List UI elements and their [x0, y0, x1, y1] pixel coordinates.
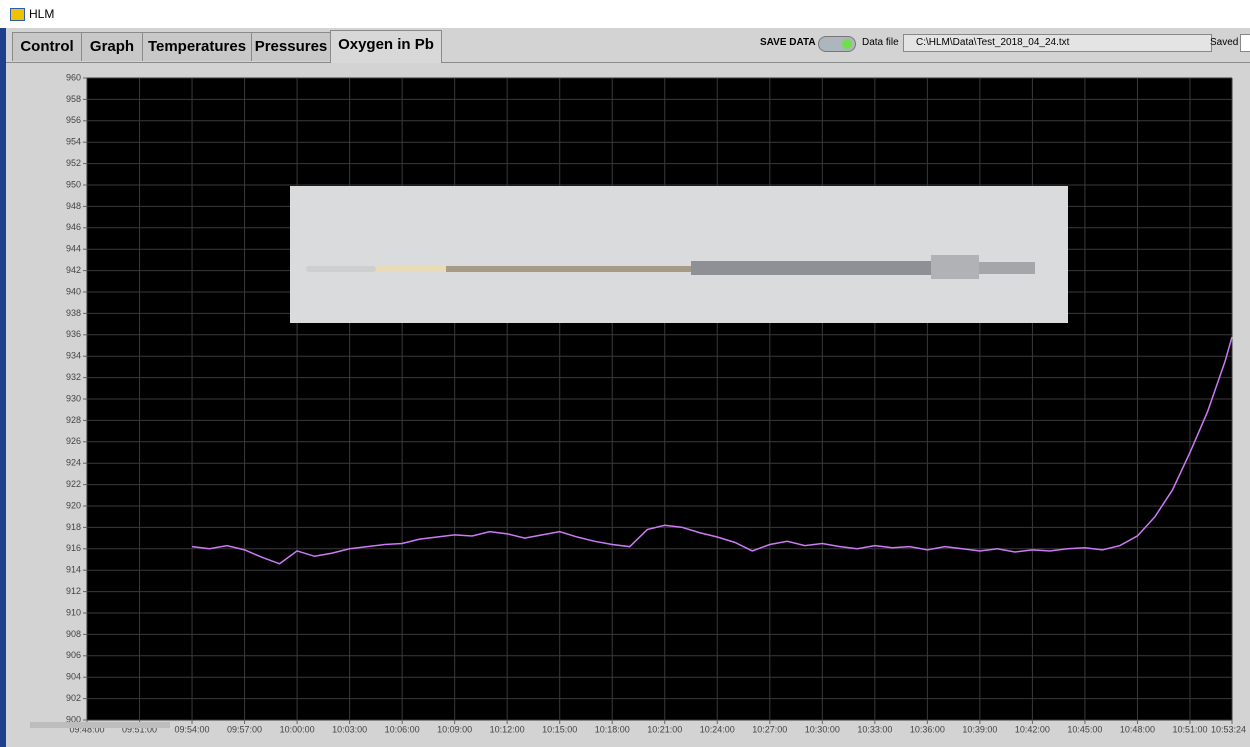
y-tick-label: 938 — [66, 308, 81, 318]
y-tick-label: 956 — [66, 115, 81, 125]
y-tick-label: 950 — [66, 179, 81, 189]
y-tick-label: 928 — [66, 415, 81, 425]
y-tick-label: 952 — [66, 158, 81, 168]
y-tick-label: 936 — [66, 329, 81, 339]
y-tick-label: 902 — [66, 693, 81, 703]
chart: 9009029049069089109129149169189209229249… — [0, 63, 1250, 747]
data-file-label: Data file — [862, 37, 899, 48]
y-tick-label: 922 — [66, 479, 81, 489]
y-tick-label: 906 — [66, 650, 81, 660]
y-tick-label: 916 — [66, 543, 81, 553]
saved-indicator — [1240, 34, 1250, 52]
x-tick-label: 10:53:24 — [1211, 724, 1246, 734]
x-tick-label: 10:06:00 — [385, 724, 420, 734]
tab[interactable]: Control — [12, 32, 82, 61]
y-tick-label: 924 — [66, 458, 81, 468]
x-tick-label: 09:54:00 — [175, 724, 210, 734]
x-tick-label: 10:24:00 — [700, 724, 735, 734]
y-tick-label: 904 — [66, 672, 81, 682]
y-tick-label: 926 — [66, 436, 81, 446]
y-tick-label: 932 — [66, 372, 81, 382]
window-title: HLM — [29, 7, 54, 21]
y-tick-label: 944 — [66, 244, 81, 254]
tab-selected[interactable]: Oxygen in Pb — [330, 30, 442, 63]
x-tick-label: 10:03:00 — [332, 724, 367, 734]
y-tick-label: 946 — [66, 222, 81, 232]
tab[interactable]: Temperatures — [142, 32, 252, 61]
tab[interactable]: Pressures — [251, 32, 331, 61]
app-icon — [10, 8, 25, 21]
x-tick-label: 10:00:00 — [280, 724, 315, 734]
x-tick-label: 10:21:00 — [647, 724, 682, 734]
y-tick-label: 912 — [66, 586, 81, 596]
x-tick-label: 10:33:00 — [857, 724, 892, 734]
y-tick-label: 954 — [66, 137, 81, 147]
y-tick-label: 934 — [66, 351, 81, 361]
y-tick-label: 920 — [66, 500, 81, 510]
scrollbar[interactable] — [30, 722, 170, 728]
y-tick-label: 958 — [66, 94, 81, 104]
x-tick-label: 10:18:00 — [595, 724, 630, 734]
x-tick-label: 09:57:00 — [227, 724, 262, 734]
y-tick-label: 940 — [66, 286, 81, 296]
y-tick-label: 942 — [66, 265, 81, 275]
x-tick-label: 10:12:00 — [490, 724, 525, 734]
x-tick-label: 10:42:00 — [1015, 724, 1050, 734]
x-tick-label: 10:39:00 — [962, 724, 997, 734]
x-tick-label: 10:48:00 — [1120, 724, 1155, 734]
x-tick-label: 10:09:00 — [437, 724, 472, 734]
x-tick-label: 10:51:00 — [1172, 724, 1207, 734]
y-tick-label: 948 — [66, 201, 81, 211]
saved-label: Saved — [1210, 37, 1238, 48]
y-tick-label: 914 — [66, 565, 81, 575]
x-tick-label: 10:36:00 — [910, 724, 945, 734]
data-file-path[interactable]: C:\HLM\Data\Test_2018_04_24.txt — [903, 34, 1212, 52]
y-tick-label: 908 — [66, 629, 81, 639]
x-tick-label: 10:30:00 — [805, 724, 840, 734]
y-tick-label: 918 — [66, 522, 81, 532]
tab[interactable]: Graph — [81, 32, 143, 61]
save-data-label: SAVE DATA — [760, 37, 816, 48]
y-tick-label: 930 — [66, 393, 81, 403]
save-data-toggle[interactable] — [818, 36, 856, 52]
x-tick-label: 10:15:00 — [542, 724, 577, 734]
window: HLM Control Graph Temperatures Pressures… — [0, 0, 1250, 747]
x-tick-label: 10:27:00 — [752, 724, 787, 734]
x-tick-label: 10:45:00 — [1067, 724, 1102, 734]
y-tick-label: 910 — [66, 607, 81, 617]
sensor-photo — [290, 186, 1068, 323]
title-bar — [0, 0, 1250, 28]
y-tick-label: 960 — [66, 72, 81, 82]
